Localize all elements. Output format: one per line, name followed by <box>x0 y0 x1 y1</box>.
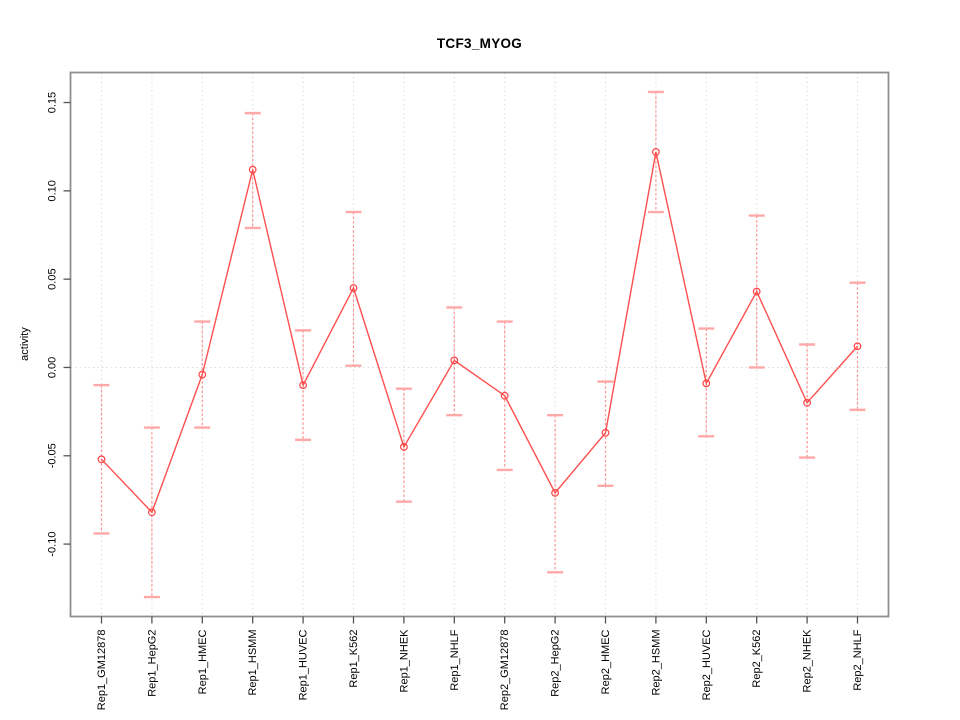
data-point-marker <box>853 342 862 351</box>
x-tick-label: Rep2_HepG2 <box>550 630 562 697</box>
y-tick-label: 0.15 <box>47 92 59 113</box>
data-point-marker <box>652 148 660 156</box>
y-tick-label: -0.10 <box>47 532 59 557</box>
x-tick-label: Rep1_HSMM <box>247 630 259 696</box>
x-tick-label: Rep2_HMEC <box>600 629 612 694</box>
data-point-marker <box>97 455 106 464</box>
x-tick-label: Rep1_HepG2 <box>146 630 158 697</box>
x-tick-label: Rep1_NHLF <box>449 629 461 690</box>
y-tick-label: 0.10 <box>47 180 59 201</box>
y-tick-label: 0.00 <box>47 357 59 378</box>
x-tick-label: Rep1_HMEC <box>197 629 209 694</box>
data-point-marker <box>248 165 257 174</box>
data-point-marker <box>752 287 761 296</box>
data-point-marker <box>803 398 811 407</box>
data-point-marker <box>299 381 308 390</box>
x-tick-label: Rep1_NHEK <box>398 629 410 693</box>
data-point-marker <box>349 284 358 292</box>
x-tick-label: Rep1_HUVEC <box>298 629 310 700</box>
data-point-marker <box>198 370 207 379</box>
y-tick-label: -0.05 <box>47 443 59 468</box>
data-point-marker <box>400 443 408 451</box>
series-line <box>100 151 859 514</box>
plot-border <box>69 71 890 618</box>
data-point-marker <box>601 428 610 437</box>
data-point-marker <box>702 379 711 388</box>
x-tick-label: Rep1_GM12878 <box>96 630 108 711</box>
x-tick-label: Rep2_NHLF <box>852 629 864 690</box>
x-tick-label: Rep2_HUVEC <box>701 629 713 700</box>
x-tick-label: Rep1_K562 <box>348 630 360 688</box>
x-tick-label: Rep2_K562 <box>751 630 763 688</box>
x-tick-label: Rep2_NHEK <box>802 629 814 693</box>
data-point-marker <box>450 356 459 365</box>
y-tick-label: 0.05 <box>47 268 59 289</box>
x-tick-label: Rep2_GM12878 <box>499 630 511 711</box>
data-point-marker <box>147 508 156 517</box>
x-tick-label: Rep2_HSMM <box>650 630 662 696</box>
chart-title: TCF3_MYOG <box>436 36 523 51</box>
data-point-marker <box>500 391 509 400</box>
data-point-marker <box>551 488 559 497</box>
